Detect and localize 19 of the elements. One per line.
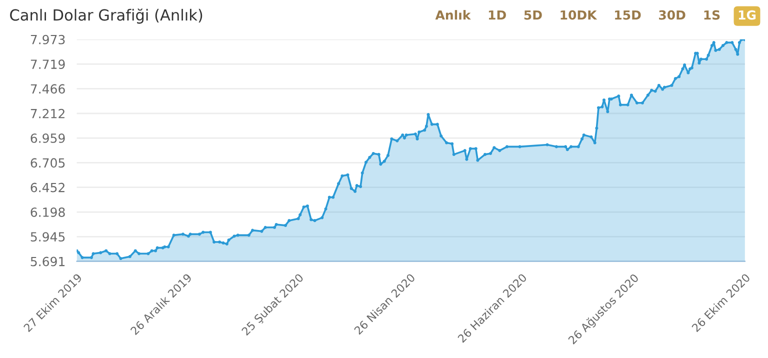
y-tick-label: 6.198 (30, 208, 65, 217)
y-tick-label: 6.452 (30, 182, 64, 192)
text: 30D (659, 10, 686, 20)
y-tick-label: 7.212 (30, 108, 64, 118)
text: 5D (524, 10, 542, 20)
text: 1S (704, 10, 720, 20)
y-tick-label: 5.691 (30, 256, 65, 266)
y-tick-label: 6.959 (30, 133, 65, 143)
text: Anlık (435, 10, 471, 20)
y-tick-label: 7.466 (30, 84, 65, 94)
text: 1D (488, 10, 506, 20)
y-tick-label: 7.719 (30, 60, 65, 70)
chart-title: Canlı Dolar Grafiği (Anlık) (10, 8, 202, 24)
y-tick-label: 5.945 (30, 232, 65, 242)
text: 15D (615, 10, 641, 20)
y-tick-label: 7.973 (30, 34, 65, 44)
text: 1G (738, 10, 756, 20)
y-tick-label: 6.705 (30, 158, 65, 168)
text: 10DK (560, 10, 598, 20)
